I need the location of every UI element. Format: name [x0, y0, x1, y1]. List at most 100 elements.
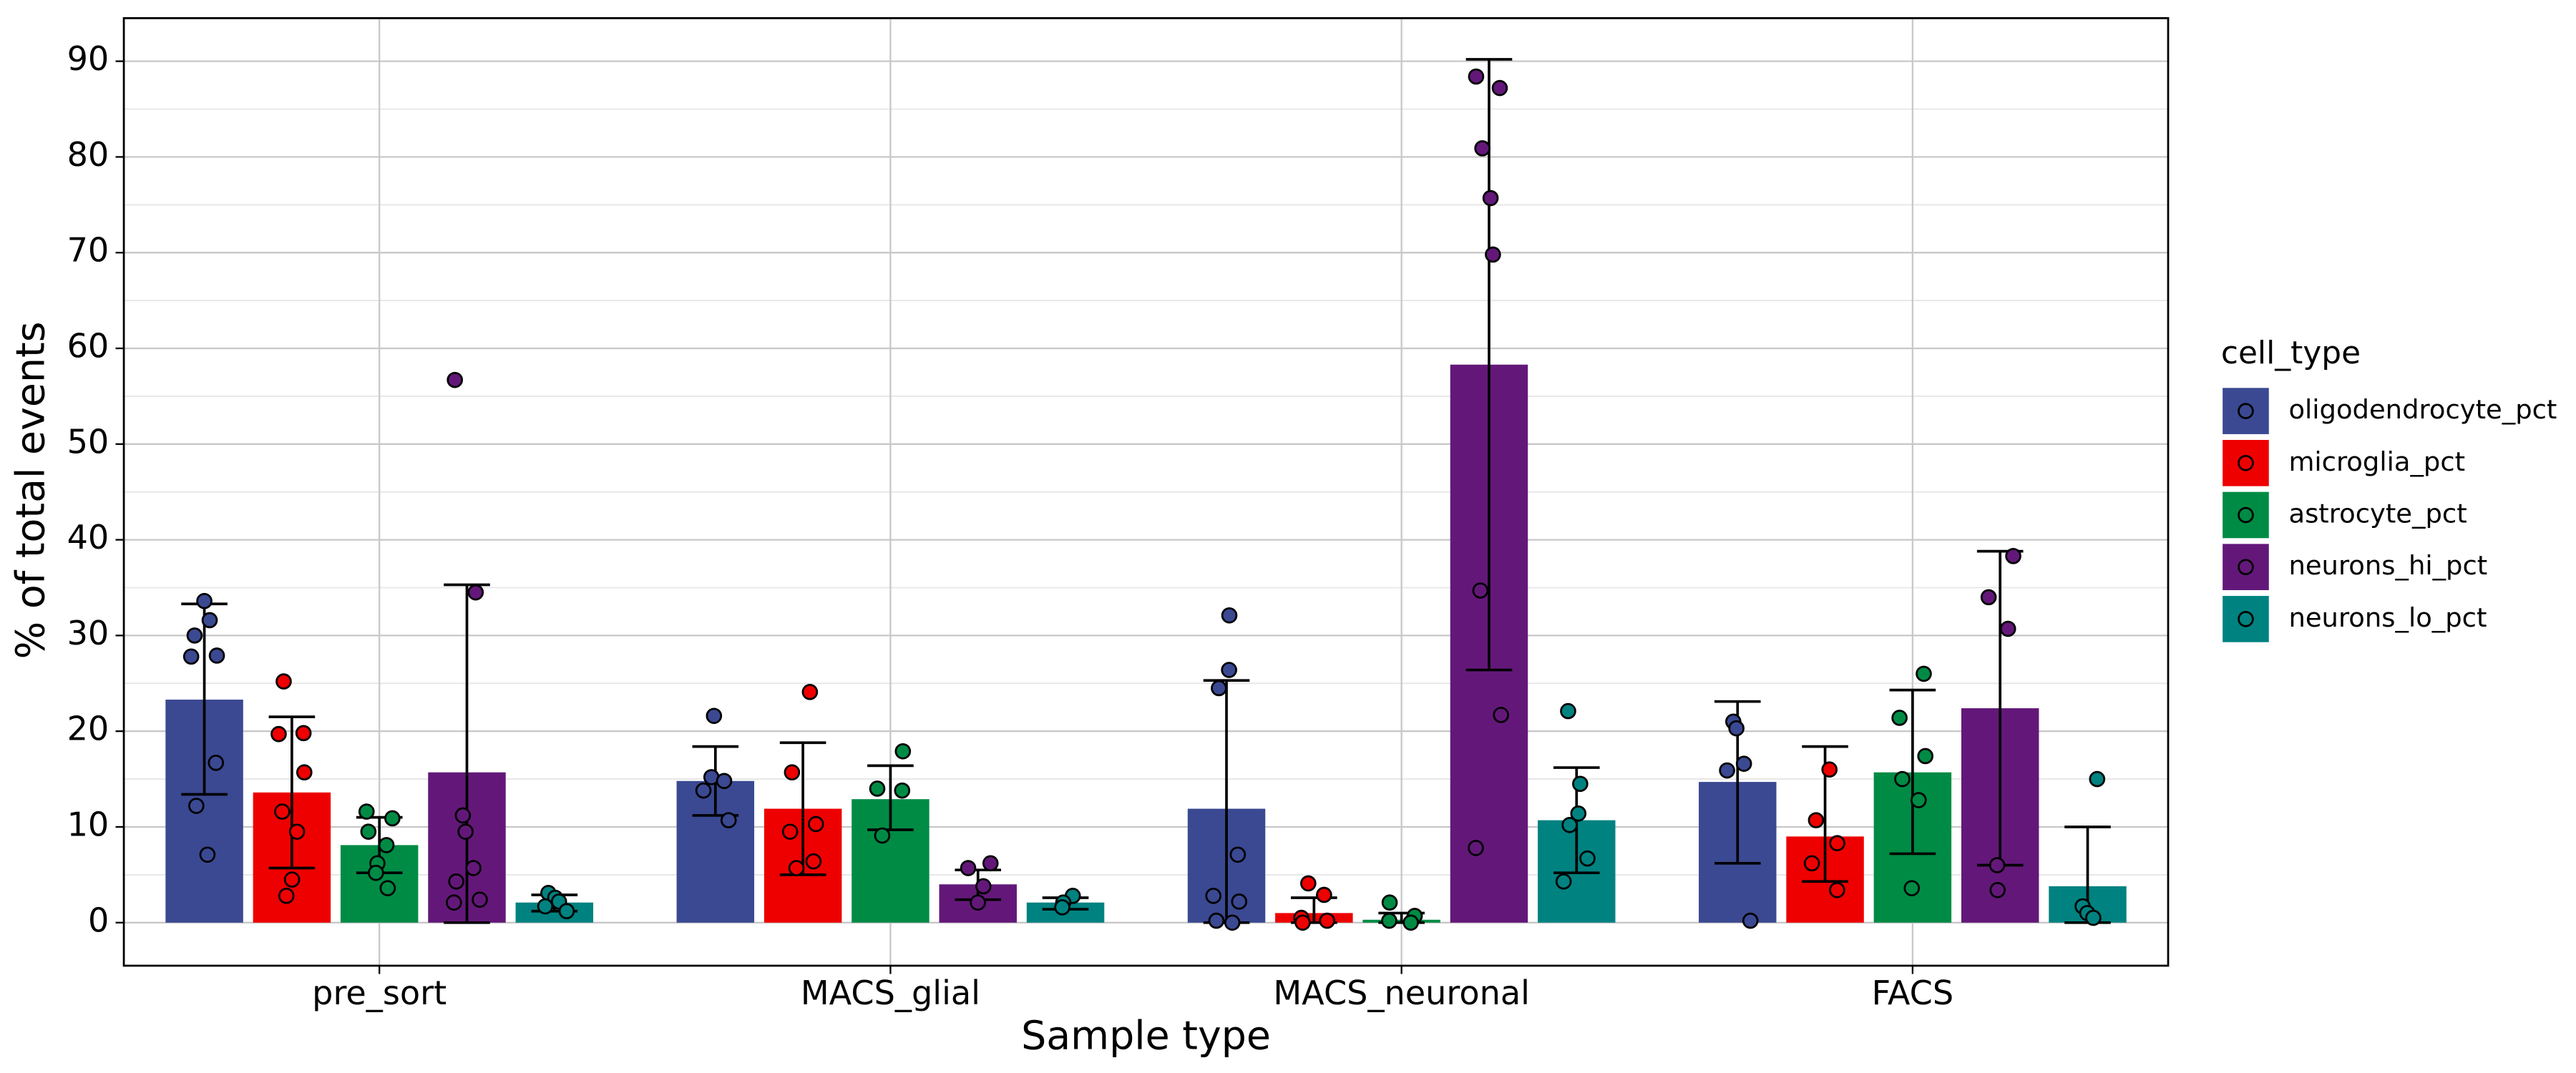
data-point [296, 764, 313, 781]
legend-title: cell_type [2221, 335, 2361, 371]
data-point [1719, 762, 1735, 779]
data-point [379, 880, 396, 896]
data-point [975, 878, 992, 895]
data-point [1300, 875, 1317, 892]
data-point [1485, 246, 1501, 263]
data-point [1570, 805, 1587, 822]
data-point [1229, 846, 1246, 863]
data-point [2085, 909, 2102, 926]
data-point [454, 807, 472, 824]
y-tick-label: 20 [67, 710, 109, 748]
data-point [1381, 894, 1398, 911]
data-point [970, 894, 986, 911]
data-point [465, 860, 482, 876]
x-tick-label: pre_sort [312, 974, 447, 1012]
y-tick-label: 10 [67, 805, 109, 843]
data-point [1474, 140, 1491, 157]
data-point [283, 871, 301, 888]
legend-label: oligodendrocyte_pct [2288, 394, 2557, 425]
x-axis-title: Sample type [1021, 1014, 1271, 1059]
x-tick-label: MACS_glial [801, 974, 980, 1012]
data-point [1916, 665, 1932, 682]
data-point [1891, 710, 1908, 726]
legend-point [2238, 559, 2254, 576]
data-point [1560, 702, 1576, 720]
data-point [1807, 812, 1825, 828]
data-point [558, 903, 575, 920]
legend-label: neurons_lo_pct [2288, 602, 2487, 633]
data-point [201, 612, 218, 629]
data-point [208, 755, 225, 771]
data-point [807, 815, 824, 833]
data-point [1211, 680, 1227, 697]
error-bar [779, 741, 826, 876]
data-point [358, 803, 375, 820]
data-point [1468, 840, 1484, 856]
data-point [1829, 881, 1845, 898]
y-tick-label: 70 [67, 231, 109, 270]
x-tick-label: MACS_neuronal [1273, 974, 1530, 1012]
data-point [1472, 582, 1489, 599]
x-tick-label: FACS [1872, 974, 1954, 1012]
y-tick-label: 50 [67, 422, 109, 461]
y-tick-label: 0 [88, 901, 109, 939]
data-point [1491, 79, 1508, 97]
data-point [960, 860, 977, 876]
data-point [472, 891, 488, 908]
data-point [208, 647, 225, 664]
data-point [1208, 912, 1225, 929]
data-point [1054, 899, 1070, 916]
data-point [188, 798, 205, 814]
data-point [186, 627, 203, 644]
data-point [295, 725, 312, 742]
data-point [360, 823, 377, 840]
data-point [1821, 761, 1838, 778]
data-point [182, 648, 200, 665]
y-tick-label: 30 [67, 614, 109, 652]
data-point [1579, 850, 1596, 867]
data-point [706, 707, 723, 725]
y-tick-label: 80 [67, 135, 109, 174]
data-point [1803, 855, 1820, 872]
legend-point [2238, 403, 2254, 419]
data-point [1381, 912, 1397, 929]
data-point [781, 823, 799, 840]
data-point [1468, 68, 1485, 85]
data-point [1572, 775, 1589, 793]
error-bar [1465, 58, 1513, 672]
data-point [720, 812, 737, 828]
data-point [1482, 190, 1499, 207]
data-point [1989, 857, 2006, 873]
data-point [1911, 792, 1927, 808]
data-point [1728, 720, 1745, 737]
data-point [894, 782, 911, 799]
data-point [788, 860, 805, 876]
data-point [384, 810, 401, 827]
error-bar [867, 764, 914, 831]
data-point [1980, 589, 1997, 606]
data-point [695, 782, 712, 799]
data-point [805, 853, 822, 870]
data-point [1555, 873, 1572, 890]
data-point [1402, 914, 1419, 931]
data-point [196, 592, 213, 609]
data-point [447, 371, 464, 388]
data-point [1221, 607, 1238, 624]
data-point [784, 764, 801, 781]
data-point [288, 823, 306, 840]
data-point [199, 846, 216, 863]
y-tick-label: 60 [67, 326, 109, 365]
data-point [1224, 914, 1241, 931]
legend-point [2238, 455, 2254, 471]
data-point [378, 837, 395, 853]
data-point [1742, 912, 1759, 929]
legend-point [2238, 506, 2254, 524]
data-point [1493, 707, 1509, 723]
error-bar [1889, 688, 1936, 856]
data-point [1999, 620, 2016, 637]
data-point [801, 684, 819, 700]
data-point [1561, 817, 1578, 833]
data-point [275, 673, 292, 690]
